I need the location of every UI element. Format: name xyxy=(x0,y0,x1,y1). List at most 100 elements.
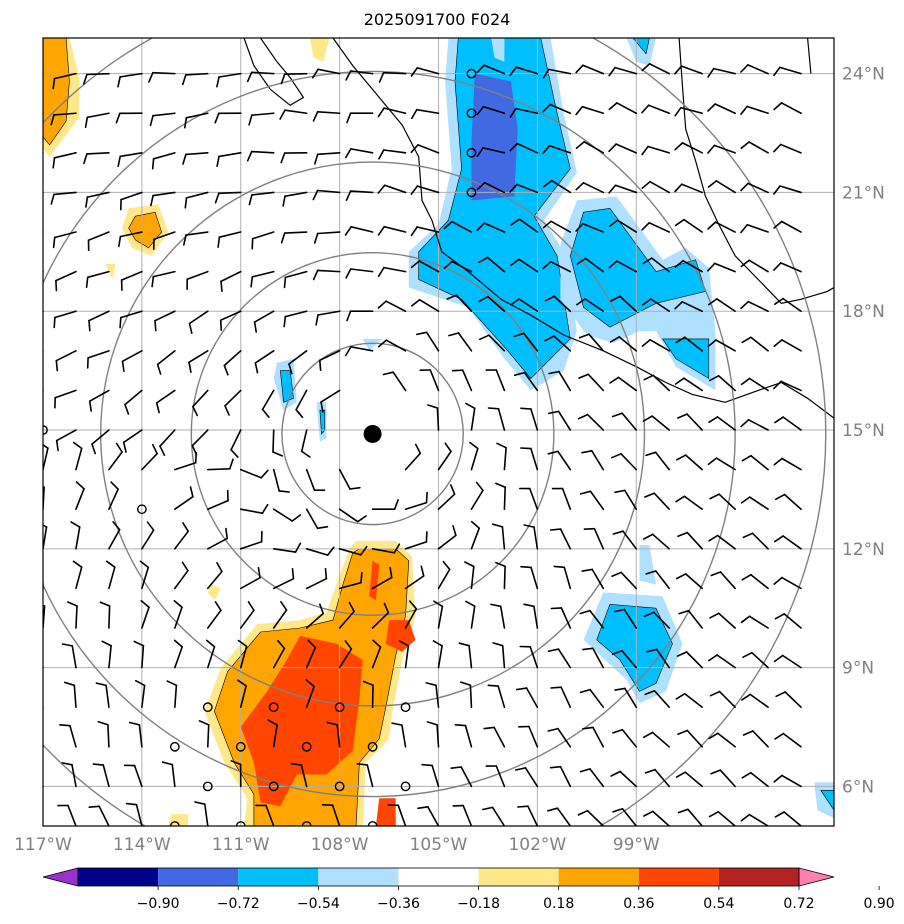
wind-barb-flag xyxy=(581,449,593,454)
wind-barb-flag xyxy=(84,116,89,129)
longitude-label: 117°W xyxy=(14,835,72,855)
wind-barb-staff xyxy=(530,566,539,590)
wind-barb xyxy=(220,270,242,293)
wind-barb-flag xyxy=(198,720,210,726)
wind-barb-flag xyxy=(609,336,621,343)
wind-barb xyxy=(740,300,769,313)
wind-barb xyxy=(272,468,291,493)
wind-barb xyxy=(582,726,605,748)
wind-barb xyxy=(404,443,422,471)
wind-barb xyxy=(50,191,77,205)
wind-barb-staff xyxy=(88,389,110,403)
wind-barb xyxy=(740,105,769,116)
wind-barb-staff xyxy=(462,804,473,826)
wind-barb-staff xyxy=(218,231,242,238)
wind-barb xyxy=(280,72,308,85)
wind-barb-flag xyxy=(184,117,188,129)
wind-barb xyxy=(119,310,143,329)
wind-barb-staff xyxy=(621,807,638,826)
wind-barb-staff xyxy=(619,295,638,313)
wind-barb xyxy=(312,111,341,122)
wind-barb xyxy=(43,310,44,313)
wind-barb xyxy=(509,142,539,154)
wind-barb-staff xyxy=(779,143,802,154)
wind-barb-flag xyxy=(122,441,127,453)
wind-barb-flag xyxy=(460,681,472,687)
wind-barb-flag xyxy=(544,335,555,342)
wind-barb-staff xyxy=(583,141,605,154)
wind-barb xyxy=(577,809,605,826)
wind-barb-staff xyxy=(251,270,275,278)
wind-barb-flag xyxy=(156,363,162,375)
wind-barb xyxy=(773,185,802,195)
wind-barb-staff xyxy=(86,112,110,119)
wind-barb-flag xyxy=(280,152,286,164)
wind-barb-staff xyxy=(141,452,158,471)
positive-contour-dark xyxy=(375,798,396,826)
wind-barb-staff xyxy=(549,260,572,273)
wind-barb-flag xyxy=(611,412,623,418)
wind-barb xyxy=(371,602,390,629)
wind-barb xyxy=(105,560,116,590)
wind-barb-flag xyxy=(125,802,138,806)
wind-barb-flag xyxy=(248,194,253,206)
wind-barb-flag xyxy=(547,450,559,455)
wind-barb-flag xyxy=(708,374,720,382)
wind-barb-flag xyxy=(451,369,464,372)
wind-barb xyxy=(346,310,374,322)
wind-barb-staff xyxy=(780,220,802,233)
wind-barb-flag xyxy=(311,68,319,79)
wind-barb-staff xyxy=(621,649,638,669)
wind-barb-staff xyxy=(559,765,572,788)
wind-barb-flag xyxy=(523,603,535,608)
wind-barb-flag xyxy=(148,71,154,83)
wind-barb-staff xyxy=(272,577,295,590)
wind-barb-staff xyxy=(105,684,110,709)
wind-barb xyxy=(338,468,361,490)
wind-barb-flag xyxy=(260,469,269,479)
wind-barb xyxy=(85,270,110,289)
wind-barb-flag xyxy=(53,316,56,329)
wind-barb-flag xyxy=(417,805,429,810)
wind-barb-flag xyxy=(642,731,654,739)
wind-barb-flag xyxy=(741,573,752,581)
wind-barb-flag xyxy=(398,640,410,647)
wind-barb-staff xyxy=(451,220,473,233)
wind-barb xyxy=(377,184,407,194)
wind-barb-flag xyxy=(248,114,253,126)
wind-barb-staff xyxy=(482,147,506,154)
wind-barb xyxy=(542,103,572,115)
wind-barb-staff xyxy=(320,389,341,403)
wind-barb xyxy=(641,104,671,115)
wind-barb-staff xyxy=(305,612,325,629)
wind-barb-flag xyxy=(88,400,92,412)
wind-barb xyxy=(133,640,145,669)
wind-barb-staff xyxy=(591,647,605,669)
wind-barb xyxy=(642,533,671,550)
wind-barb-flag xyxy=(149,114,154,127)
wind-barb-flag xyxy=(377,107,385,118)
wind-barb-staff xyxy=(593,527,605,550)
wind-barb xyxy=(451,369,473,392)
wind-barb-staff xyxy=(560,607,572,629)
wind-barb-flag xyxy=(550,607,563,610)
wind-barb-flag xyxy=(425,531,428,543)
positive-contour-mid xyxy=(43,38,70,146)
wind-barb xyxy=(404,491,428,511)
wind-barb xyxy=(675,771,703,788)
wind-barb xyxy=(643,374,671,392)
wind-barb-staff xyxy=(654,451,671,471)
wind-barb xyxy=(478,334,506,352)
wind-barb-staff xyxy=(714,103,736,115)
wind-barb xyxy=(183,231,209,246)
wind-barb-staff xyxy=(138,724,143,748)
wind-barb-staff xyxy=(206,467,231,471)
wind-barb-flag xyxy=(644,768,656,774)
wind-barb-staff xyxy=(174,684,178,709)
wind-barb xyxy=(43,566,44,590)
wind-barb xyxy=(123,764,143,788)
wind-barb-staff xyxy=(67,804,77,826)
calm-wind-marker xyxy=(268,702,279,713)
wind-barb xyxy=(443,220,473,233)
wind-barb-flag xyxy=(391,722,403,726)
